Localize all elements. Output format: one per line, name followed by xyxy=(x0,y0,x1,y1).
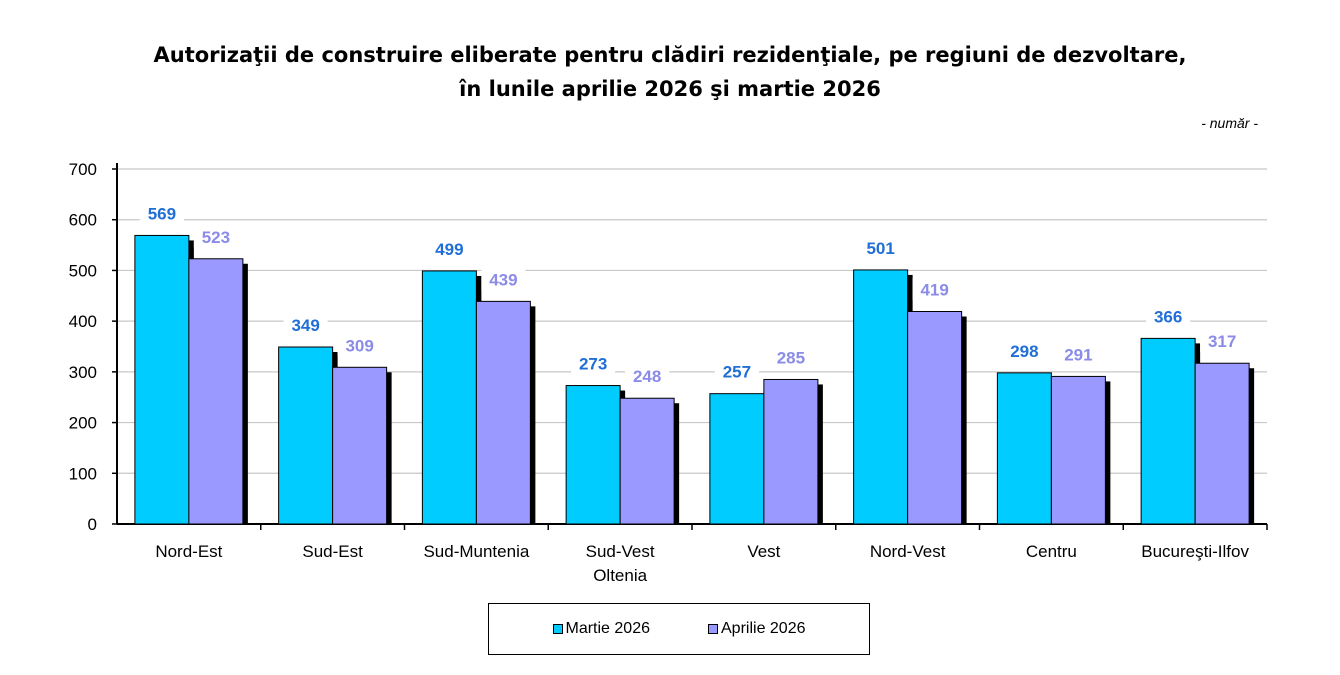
data-label-bg xyxy=(714,360,759,383)
bar-martie xyxy=(996,372,1052,525)
x-category-label: Sud-Est xyxy=(302,542,363,561)
x-category-label: Vest xyxy=(747,542,780,561)
bar-shadow xyxy=(817,384,823,524)
y-tick-label: 200 xyxy=(69,414,97,433)
data-label: 309 xyxy=(345,336,373,355)
bar-aprilie xyxy=(619,397,675,525)
x-category-label: Bucureşti-Ilfov xyxy=(1141,542,1249,561)
bars xyxy=(134,234,1255,525)
x-category-label: Sud-Vest xyxy=(586,542,655,561)
bar-martie xyxy=(421,270,477,525)
data-label: 291 xyxy=(1064,345,1092,364)
bar-aprilie xyxy=(188,258,244,525)
data-label-bg xyxy=(193,225,238,248)
bar-shadow xyxy=(961,316,967,524)
data-label: 419 xyxy=(920,281,948,300)
legend: Martie 2026 Aprilie 2026 xyxy=(488,603,870,655)
bar-aprilie xyxy=(907,311,963,525)
bar-shadow xyxy=(242,263,248,524)
data-label-bg xyxy=(768,346,813,369)
data-label: 523 xyxy=(202,228,230,247)
y-tick-label: 300 xyxy=(69,363,97,382)
data-label-bg xyxy=(912,278,957,301)
y-tick-label: 400 xyxy=(69,312,97,331)
bar-aprilie xyxy=(1194,362,1250,525)
data-label-bg xyxy=(625,365,670,388)
bar-shadow xyxy=(530,306,536,524)
bar-shadow xyxy=(1249,368,1255,524)
data-label: 273 xyxy=(579,355,607,374)
x-category-label: Sud-Muntenia xyxy=(423,542,529,561)
data-label: 366 xyxy=(1154,307,1182,326)
legend-swatch-martie xyxy=(552,624,563,634)
data-label-bg xyxy=(283,314,328,337)
bar-aprilie xyxy=(332,366,388,525)
y-tick-label: 600 xyxy=(69,211,97,230)
data-label-bg xyxy=(1056,343,1101,366)
legend-item-martie: Martie 2026 xyxy=(552,620,651,638)
data-label: 248 xyxy=(633,367,661,386)
legend-label-aprilie: Aprilie 2026 xyxy=(721,620,806,637)
data-label: 317 xyxy=(1208,332,1236,351)
data-label: 298 xyxy=(1010,342,1038,361)
data-label: 439 xyxy=(489,270,517,289)
y-tick-label: 100 xyxy=(69,464,97,483)
chart-title: Autorizaţii de construire eliberate pent… xyxy=(0,38,1340,106)
data-label: 257 xyxy=(723,363,751,382)
data-label: 285 xyxy=(777,348,805,367)
data-label-bg xyxy=(1200,330,1245,353)
bar-chart: 0 100 200 300 400 500 600 700 Nord-Est Sud-Est Sud… xyxy=(69,160,1268,585)
x-category-label: Centru xyxy=(1026,542,1077,561)
data-label-bg xyxy=(1146,305,1191,328)
data-label: 349 xyxy=(291,316,319,335)
bar-martie xyxy=(853,269,909,525)
y-tick-label: 0 xyxy=(88,515,97,534)
data-label-bg xyxy=(858,236,903,259)
data-label-bg xyxy=(481,268,526,291)
bar-shadow xyxy=(1105,381,1111,524)
legend-item-aprilie: Aprilie 2026 xyxy=(708,620,806,638)
bar-martie xyxy=(709,393,765,525)
data-label: 499 xyxy=(435,240,463,259)
bar-aprilie xyxy=(763,378,819,525)
data-label-bg xyxy=(139,202,184,225)
legend-swatch-aprilie xyxy=(708,624,718,634)
bar-shadow xyxy=(386,372,392,524)
data-label-bg xyxy=(337,334,382,357)
data-label-bg xyxy=(427,237,472,260)
chart-title-line-1: Autorizaţii de construire eliberate pent… xyxy=(153,43,1187,67)
data-label: 569 xyxy=(148,204,176,223)
x-category-label: Oltenia xyxy=(593,566,647,585)
data-label-bg xyxy=(571,352,616,375)
bar-martie xyxy=(278,346,334,525)
bar-shadow xyxy=(674,403,680,524)
bar-aprilie xyxy=(1050,375,1106,525)
x-category-label: Nord-Vest xyxy=(870,542,946,561)
x-category-label: Nord-Est xyxy=(155,542,222,561)
data-label: 501 xyxy=(866,239,894,258)
bar-martie xyxy=(565,385,621,525)
data-label-bg xyxy=(1002,339,1047,362)
chart-title-line-2: în lunile aprilie 2026 şi martie 2026 xyxy=(459,77,881,101)
bar-aprilie xyxy=(475,300,531,525)
bar-martie xyxy=(134,234,190,525)
data-labels: 569 523 349 309 499 439 273 248 257 285 501 419 298 2… xyxy=(139,202,1245,388)
legend-label-martie: Martie 2026 xyxy=(565,620,651,637)
unit-label: - număr - xyxy=(1201,115,1258,131)
y-tick-label: 500 xyxy=(69,261,97,280)
y-tick-label: 700 xyxy=(69,160,97,179)
bar-martie xyxy=(1140,337,1196,525)
